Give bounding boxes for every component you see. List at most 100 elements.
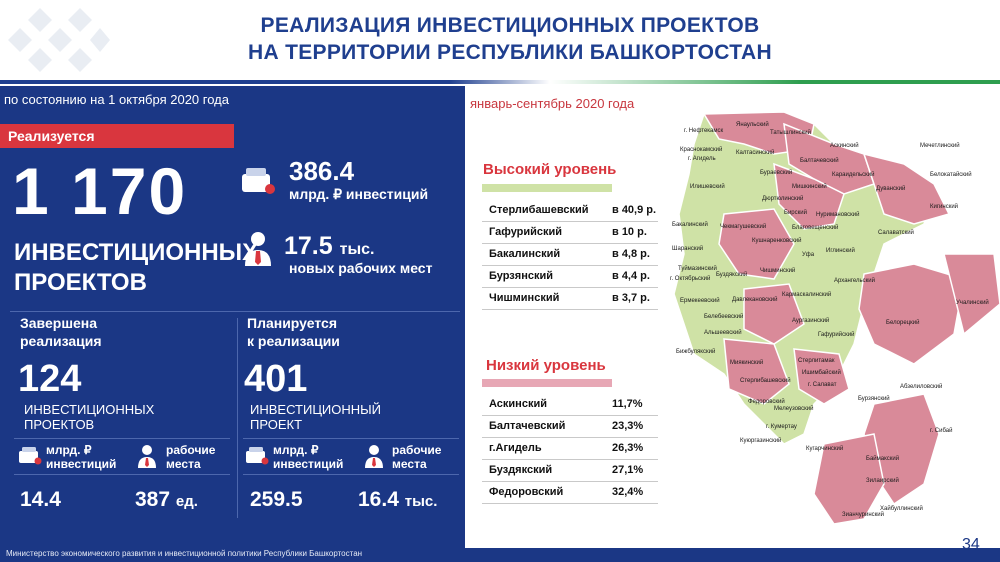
map-district-label: Белокатайский xyxy=(930,172,972,178)
planned-title-line-1: Планируется xyxy=(247,315,338,331)
table-row-divider xyxy=(482,309,658,310)
map-district-label: Альшеевский xyxy=(704,330,742,336)
map-district-label: Ермекеевский xyxy=(680,298,720,304)
worker-icon xyxy=(138,445,156,468)
table-row-divider xyxy=(482,437,658,438)
table-row-value: в 3,7 р. xyxy=(612,292,650,304)
table-row-value: в 40,9 р. xyxy=(612,204,657,216)
completed-count: 124 xyxy=(18,358,82,400)
wallet-icon xyxy=(242,168,275,194)
table-row-name: Федоровский xyxy=(489,486,564,498)
map-district-label: Дуванский xyxy=(876,186,906,192)
map-district-label: Балтачевский xyxy=(800,158,839,164)
section-divider xyxy=(10,311,460,312)
planned-jobs-label: рабочие места xyxy=(392,443,441,471)
worker-icon xyxy=(245,232,271,266)
ornament-icon xyxy=(8,8,110,72)
table-row-name: Бурзянский xyxy=(489,270,553,282)
completed-subtitle-line-1: ИНВЕСТИЦИОННЫХ xyxy=(24,402,155,417)
map-district-label: Янаульский xyxy=(736,122,769,128)
map-district-label: Караидельский xyxy=(832,172,875,178)
table-row-name: Стерлибашевский xyxy=(489,204,589,216)
jobs-unit: тыс. xyxy=(339,241,375,258)
map-region-davlekanovo xyxy=(743,283,805,345)
map-district-label: Иглинский xyxy=(826,248,855,254)
map-district-label: Татышлинский xyxy=(770,130,811,136)
table-row-value: 23,3% xyxy=(612,420,644,432)
map-district-label: Аургазинский xyxy=(792,318,830,324)
map-district-label: Туймазинский xyxy=(678,266,717,272)
map-district-label: Стерлитамак xyxy=(798,358,835,364)
status-badge: Реализуется xyxy=(0,124,234,148)
table-row-name: г.Агидель xyxy=(489,442,542,454)
table-row-name: Буздякский xyxy=(489,464,553,476)
map-district-label: Гафурийский xyxy=(818,332,855,338)
map-district-label: Баймакский xyxy=(866,456,900,462)
table-row-value: в 10 р. xyxy=(612,226,647,238)
planned-investments-label-2: инвестиций xyxy=(273,457,344,471)
ministry-name: Министерство экономического развития и и… xyxy=(6,549,363,558)
map-district-label: Нуримановский xyxy=(816,212,860,218)
completed-investments-value: 14.4 xyxy=(20,488,61,511)
region-map xyxy=(673,111,1000,525)
planned-divider-bottom xyxy=(243,474,459,475)
table-row-value: 26,3% xyxy=(612,442,644,454)
map-region-northeast xyxy=(862,152,951,225)
title-line-2: НА ТЕРРИТОРИИ РЕСПУБЛИКИ БАШКОРТОСТАН xyxy=(248,41,772,64)
planned-investments-label-1: млрд. ₽ xyxy=(273,443,319,457)
projects-word: ИНВЕСТИЦИОННЫХ ПРОЕКТОВ xyxy=(14,238,258,298)
map-district-label: Белебеевский xyxy=(704,314,744,320)
map-region-zianchurino xyxy=(813,433,885,525)
header-divider xyxy=(0,80,1000,84)
wallet-icon xyxy=(246,447,269,465)
table-row-value: 11,7% xyxy=(612,398,643,410)
completed-title: Завершена реализация xyxy=(20,314,102,350)
map-district-label: Благовещенский xyxy=(792,225,839,231)
map-district-label: Стерлибашевский xyxy=(740,378,791,384)
map-district-label: г. Нефтекамск xyxy=(684,128,724,134)
map-region-miyaki xyxy=(723,338,790,405)
status-label: Реализуется xyxy=(8,128,95,144)
map-district-label: г. Салават xyxy=(808,382,837,388)
table-row-divider xyxy=(482,459,658,460)
map-district-label: Куюргазинский xyxy=(740,438,782,444)
projects-count: 1 170 xyxy=(12,154,188,228)
completed-investments-label-1: млрд. ₽ xyxy=(46,443,92,457)
map-district-label: Мишкинский xyxy=(792,184,827,190)
planned-jobs-unit: тыс. xyxy=(404,493,438,510)
planned-jobs-value: 16.4 тыс. xyxy=(358,488,437,512)
investments-value: 386.4 xyxy=(289,156,355,186)
map-district-label: Зианчуринский xyxy=(842,512,885,518)
column-divider xyxy=(237,318,238,518)
completed-subtitle: ИНВЕСТИЦИОННЫХ ПРОЕКТОВ xyxy=(24,402,154,432)
map-district-label: Кигинский xyxy=(930,204,959,210)
table-row-value: 32,4% xyxy=(612,486,644,498)
map-region-chekmagush xyxy=(718,208,795,280)
page-number: 34 xyxy=(962,536,980,553)
completed-title-line-2: реализация xyxy=(20,333,102,349)
planned-jobs-label-2: места xyxy=(392,457,427,471)
completed-investments-label-2: инвестиций xyxy=(46,457,117,471)
table-row-divider xyxy=(482,415,658,416)
planned-divider-top xyxy=(243,438,459,439)
map-region-mishkino xyxy=(773,162,845,230)
map-district-label: Абзелиловский xyxy=(900,384,943,390)
planned-investments-value: 259.5 xyxy=(250,488,303,511)
table-row-divider xyxy=(482,243,658,244)
planned-title-line-2: к реализации xyxy=(247,333,340,349)
low-level-bar xyxy=(482,379,612,387)
high-level-bar xyxy=(482,184,612,192)
completed-jobs-label-2: места xyxy=(166,457,201,471)
map-district-label: Кармаскалинский xyxy=(782,292,832,298)
map-district-label: Бураевский xyxy=(760,170,793,176)
completed-jobs-value: 387 ед. xyxy=(135,488,198,512)
map-district-label: Калтасинский xyxy=(736,150,775,156)
map-district-label: Бирский xyxy=(784,210,807,216)
footer-bar xyxy=(0,548,1000,562)
table-row-name: Гафурийский xyxy=(489,226,563,238)
table-row-divider xyxy=(482,481,658,482)
map-district-label: г. Сибай xyxy=(930,428,953,434)
table-row-divider xyxy=(482,287,658,288)
planned-title: Планируется к реализации xyxy=(247,314,340,350)
map-district-label: Мечетлинский xyxy=(920,143,960,149)
